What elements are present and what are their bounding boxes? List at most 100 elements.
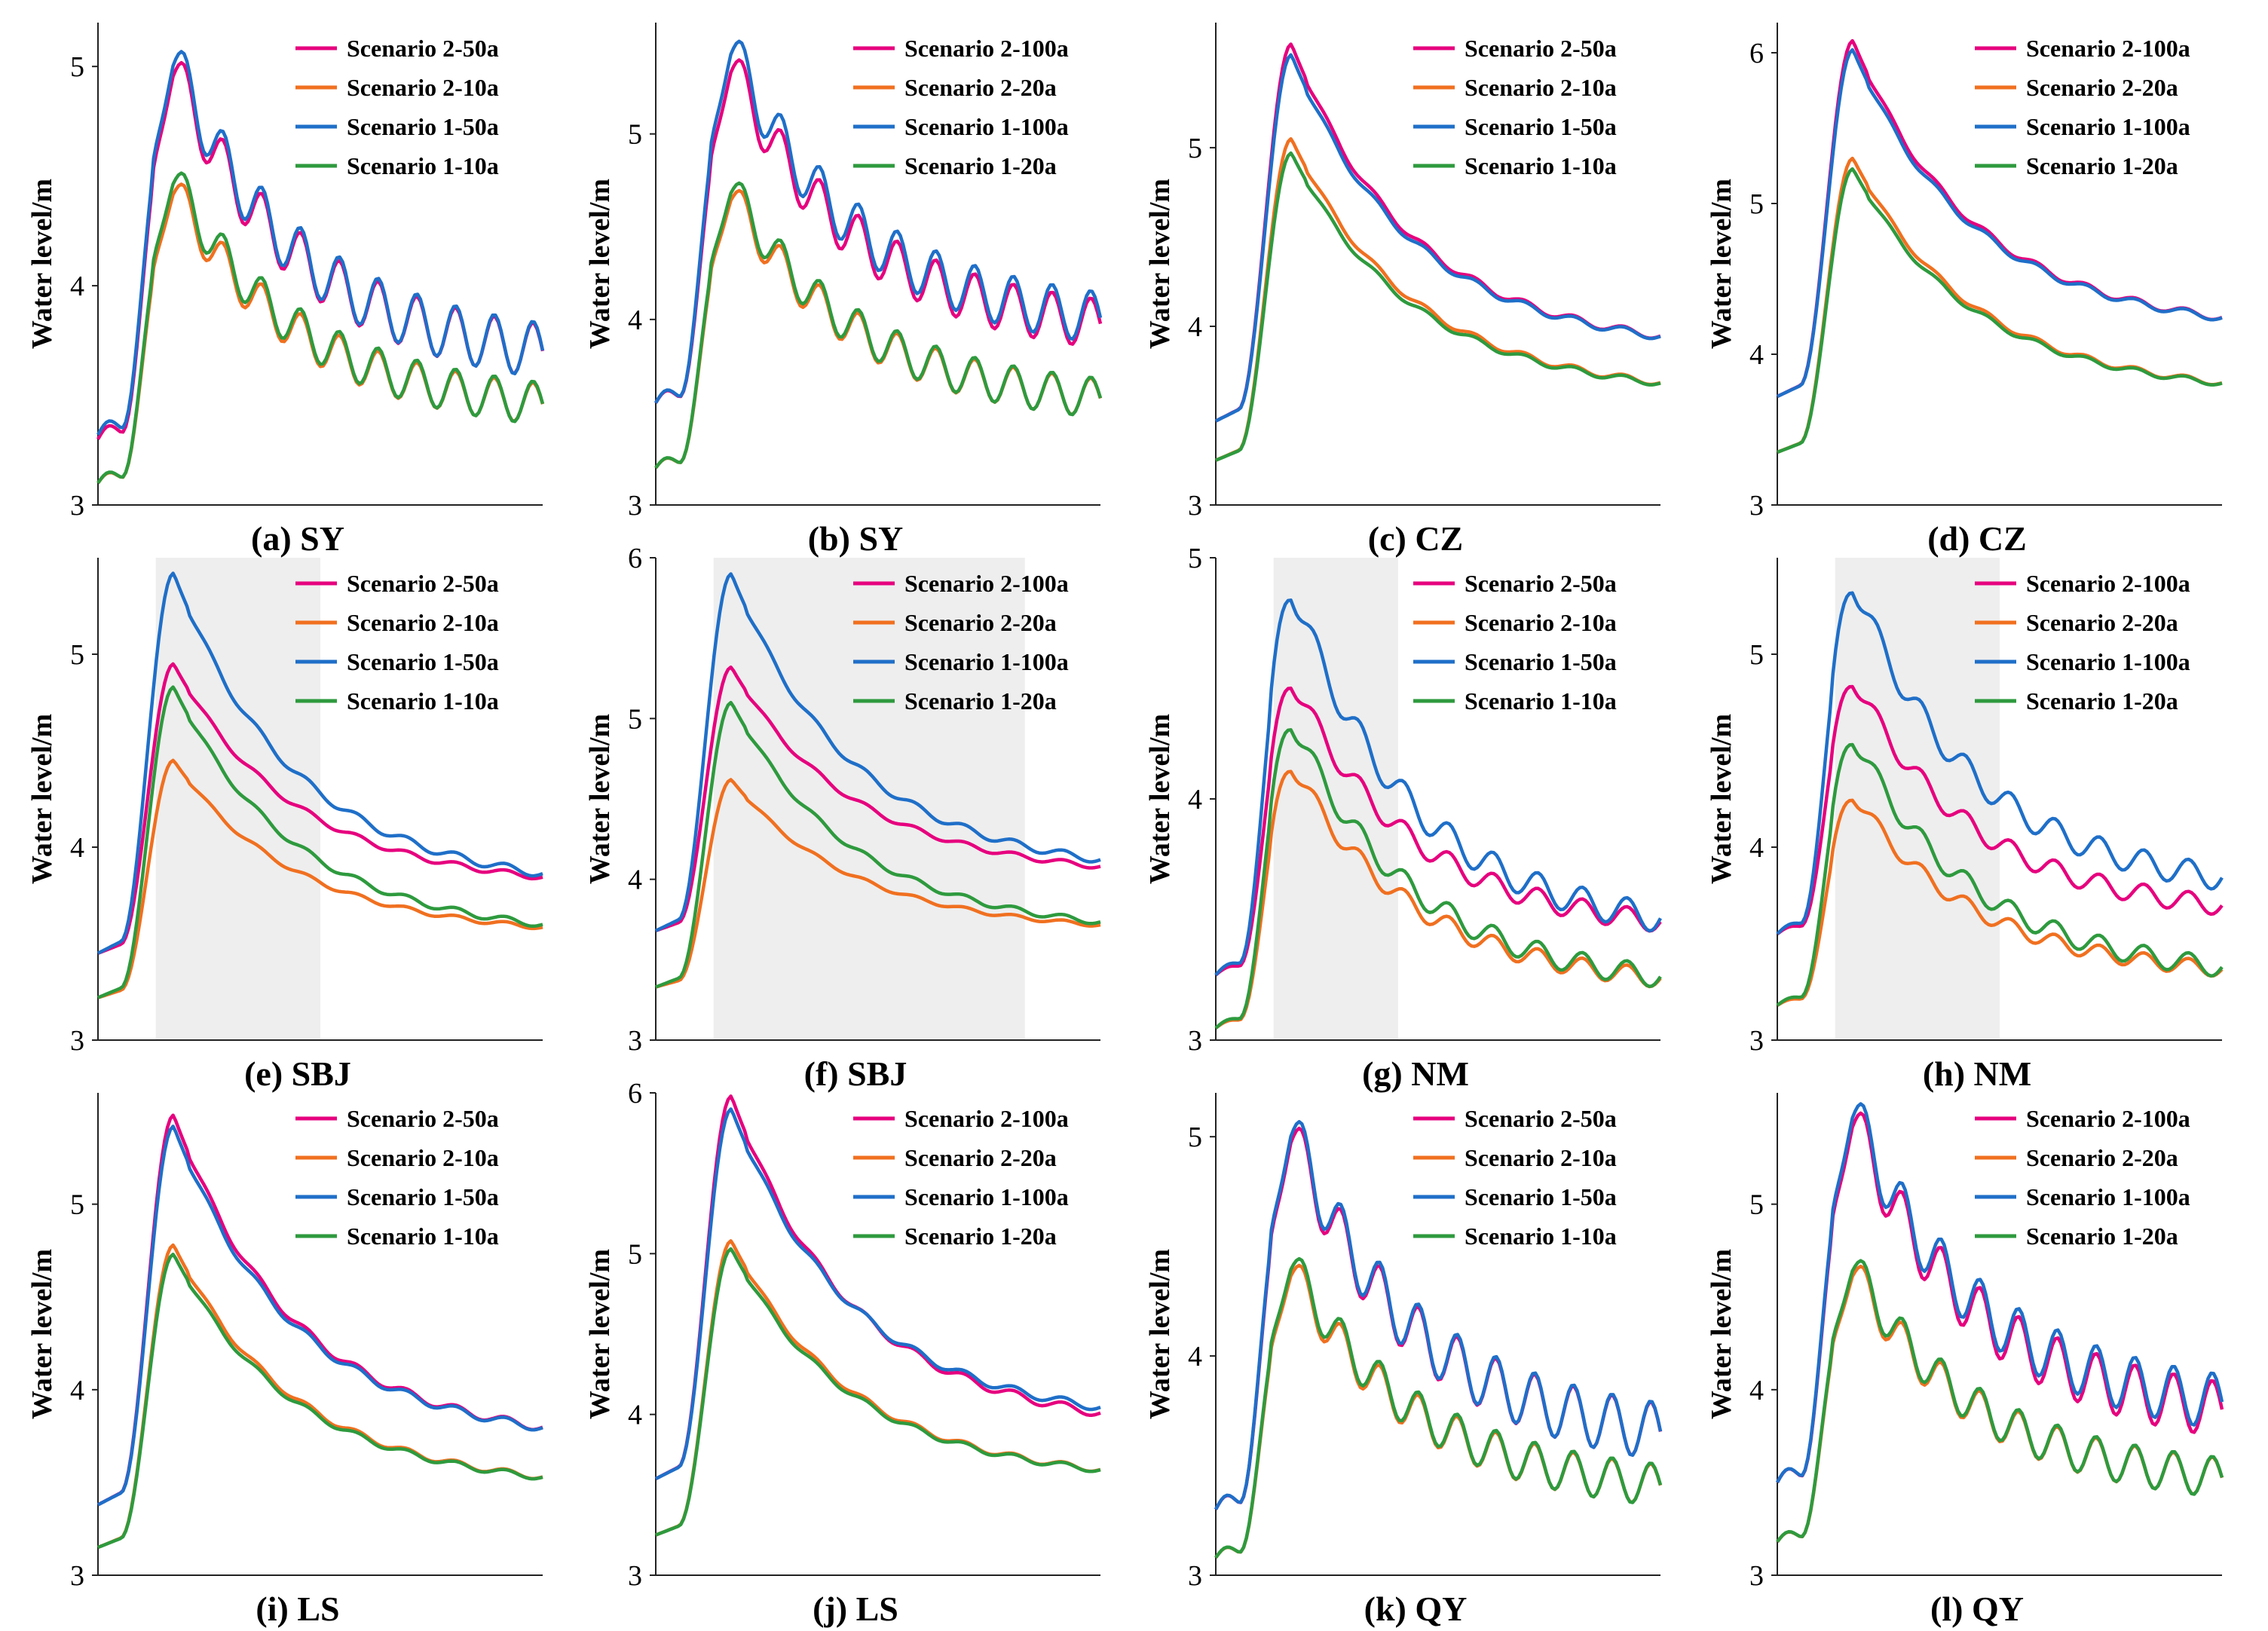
series-line: [96, 171, 545, 485]
y-axis-label: Water level/m: [584, 714, 616, 884]
y-tick-label: 3: [70, 1560, 84, 1592]
series-line: [1214, 598, 1662, 977]
series-line: [655, 700, 1101, 989]
legend-label: Scenario 1-50a: [1465, 1183, 1617, 1210]
y-axis-label: Water level/m: [1706, 179, 1737, 349]
panel-caption: (a) SY: [251, 519, 344, 558]
series-line: [1776, 1111, 2224, 1484]
series-line: [1214, 770, 1662, 1030]
series-line: [1214, 1120, 1663, 1510]
series-line: [655, 572, 1101, 932]
y-tick-label: 6: [628, 543, 642, 574]
legend-label: Scenario 2-100a: [2026, 1105, 2190, 1132]
chart-panel: 3 4 5 Water level/m Scenario 2-50a Scenario 2…: [1144, 23, 1661, 558]
legend-label: Scenario 1-50a: [347, 113, 499, 140]
y-axis-label: Water level/m: [584, 179, 616, 349]
series-line: [655, 1107, 1101, 1481]
y-tick-label: 5: [1749, 639, 1764, 671]
legend-label: Scenario 2-20a: [2026, 609, 2178, 636]
panel-caption: (l) QY: [1930, 1590, 2024, 1628]
y-axis-label: Water level/m: [1144, 179, 1176, 349]
panel-caption: (j) LS: [813, 1590, 898, 1628]
legend-label: Scenario 1-50a: [1465, 648, 1617, 675]
legend-label: Scenario 2-100a: [904, 35, 1069, 62]
series-line: [97, 1243, 543, 1550]
y-tick-label: 6: [628, 1078, 642, 1109]
series-line: [97, 1253, 543, 1550]
legend-label: Scenario 1-10a: [347, 152, 499, 179]
legend-label: Scenario 1-10a: [347, 1222, 499, 1250]
panel-caption: (g) NM: [1362, 1054, 1469, 1093]
legend-label: Scenario 1-10a: [347, 687, 499, 715]
y-tick-label: 4: [1188, 311, 1202, 343]
y-tick-label: 5: [628, 119, 642, 151]
y-tick-label: 4: [1749, 1375, 1764, 1406]
legend-label: Scenario 2-50a: [347, 1105, 499, 1132]
series-line: [655, 1247, 1101, 1537]
y-tick-label: 3: [628, 1560, 642, 1592]
y-tick-label: 3: [1749, 1025, 1764, 1057]
legend-label: Scenario 1-50a: [347, 648, 499, 675]
legend-label: Scenario 2-20a: [904, 609, 1057, 636]
legend-label: Scenario 2-10a: [1465, 74, 1617, 101]
y-tick-label: 5: [70, 639, 84, 671]
legend-label: Scenario 2-100a: [904, 570, 1069, 597]
legend-label: Scenario 1-20a: [2026, 1222, 2178, 1250]
y-tick-label: 3: [628, 1025, 642, 1057]
y-tick-label: 5: [70, 1189, 84, 1221]
legend-label: Scenario 2-20a: [904, 74, 1057, 101]
chart-panel: 3 4 5 6 Water level/m Scenario 2-100a Scenario…: [584, 543, 1101, 1093]
series-line: [1214, 1263, 1663, 1559]
y-tick-label: 4: [628, 864, 642, 896]
series-line: [97, 662, 543, 955]
legend-label: Scenario 2-20a: [904, 1144, 1057, 1171]
legend-label: Scenario 2-20a: [2026, 74, 2178, 101]
legend-label: Scenario 2-50a: [347, 570, 499, 597]
series-line: [1776, 742, 2224, 1007]
series-line: [1214, 1256, 1663, 1559]
chart-panel: 3 4 5 Water level/m Scenario 2-50a Scenario 2…: [1144, 543, 1662, 1093]
shaded-region: [155, 558, 320, 1040]
y-tick-label: 4: [70, 832, 84, 864]
y-tick-label: 5: [1188, 1122, 1202, 1153]
panel-caption: (f) SBJ: [804, 1054, 908, 1093]
legend-label: Scenario 2-100a: [2026, 35, 2190, 62]
legend-label: Scenario 1-20a: [904, 687, 1057, 715]
y-tick-label: 5: [628, 703, 642, 735]
y-axis-label: Water level/m: [1144, 714, 1176, 884]
panel-caption: (c) CZ: [1368, 519, 1463, 558]
y-tick-label: 4: [1188, 1341, 1202, 1372]
y-tick-label: 3: [70, 1025, 84, 1057]
legend-label: Scenario 2-50a: [1465, 570, 1617, 597]
series-line: [1777, 47, 2223, 399]
series-line: [1777, 167, 2223, 454]
panel-caption: (b) SY: [808, 519, 904, 558]
legend-label: Scenario 1-100a: [904, 113, 1069, 140]
series-line: [654, 39, 1103, 404]
y-tick-label: 5: [628, 1238, 642, 1270]
panel-caption: (e) SBJ: [244, 1054, 351, 1093]
y-axis-label: Water level/m: [1706, 1249, 1737, 1419]
panel-caption: (h) NM: [1923, 1054, 2031, 1093]
legend-label: Scenario 2-100a: [2026, 570, 2190, 597]
y-axis-label: Water level/m: [584, 1249, 616, 1419]
series-line: [1776, 1102, 2224, 1483]
series-line: [1215, 53, 1661, 423]
y-tick-label: 4: [70, 271, 84, 302]
chart-panel: 3 4 5 6 Water level/m Scenario 2-100a Scenario…: [1706, 23, 2223, 558]
panel-caption: (i) LS: [256, 1590, 339, 1628]
chart-panel: 3 4 5 Water level/m Scenario 2-100a Scenario …: [584, 23, 1103, 558]
legend-label: Scenario 2-10a: [347, 1144, 499, 1171]
series-line: [1776, 684, 2224, 935]
y-axis-label: Water level/m: [26, 179, 58, 349]
legend-label: Scenario 1-10a: [1465, 687, 1617, 715]
series-line: [654, 181, 1103, 470]
y-tick-label: 3: [1188, 1025, 1202, 1057]
series-line: [96, 50, 545, 436]
chart-panel: 3 4 5 Water level/m Scenario 2-50a Scenario 2…: [26, 558, 543, 1093]
series-line: [1214, 686, 1662, 977]
legend-label: Scenario 1-20a: [2026, 687, 2178, 715]
y-tick-label: 5: [1749, 188, 1764, 220]
legend-label: Scenario 2-10a: [347, 609, 499, 636]
